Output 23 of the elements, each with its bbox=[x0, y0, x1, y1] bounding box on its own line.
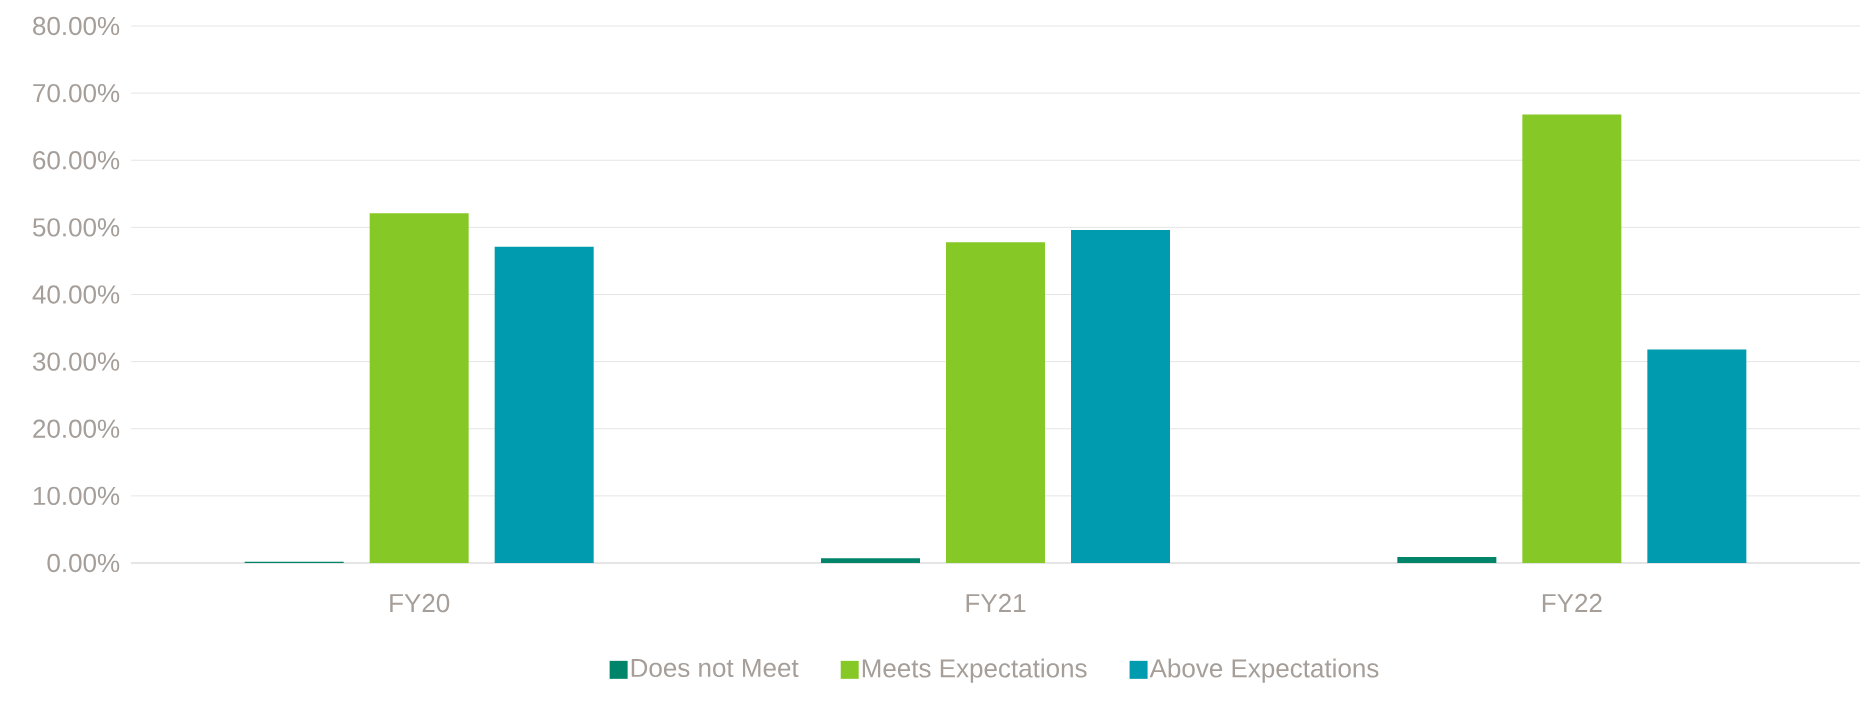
y-tick-label: 30.00% bbox=[32, 352, 120, 371]
y-tick-label: 60.00% bbox=[33, 151, 120, 170]
bar bbox=[369, 213, 469, 563]
legend-label: Above Expectations bbox=[1149, 658, 1379, 683]
y-tick-label: 70.00% bbox=[33, 83, 120, 103]
bar bbox=[946, 242, 1046, 563]
bar bbox=[1071, 230, 1171, 563]
y-tick-label: 40.00% bbox=[32, 285, 120, 304]
y-tick-label: 50.00% bbox=[33, 218, 120, 237]
x-tick-label: FY21 bbox=[966, 593, 1026, 613]
legend-label: Meets Expectations bbox=[862, 658, 1087, 683]
bar bbox=[1397, 556, 1497, 563]
y-tick-label: 0.00% bbox=[47, 553, 120, 573]
y-tick-label: 20.00% bbox=[33, 419, 120, 438]
bar bbox=[1647, 349, 1747, 563]
bar bbox=[1522, 114, 1622, 563]
bar bbox=[494, 246, 594, 563]
legend-label: Does not Meet bbox=[631, 658, 799, 678]
bar bbox=[821, 558, 920, 563]
x-tick-label: FY20 bbox=[390, 593, 450, 613]
y-tick-label: 80.00% bbox=[33, 16, 120, 36]
x-tick-label: FY22 bbox=[1542, 593, 1602, 613]
y-tick-label: 10.00% bbox=[33, 486, 120, 506]
